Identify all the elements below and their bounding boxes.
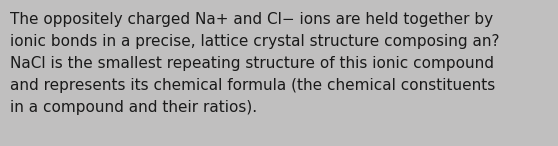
Text: ionic bonds in a precise, lattice crystal structure composing an?: ionic bonds in a precise, lattice crysta… [10, 34, 499, 49]
Text: The oppositely charged Na+ and Cl− ions are held together by: The oppositely charged Na+ and Cl− ions … [10, 12, 493, 27]
Text: NaCl is the smallest repeating structure of this ionic compound: NaCl is the smallest repeating structure… [10, 56, 494, 71]
Text: and represents its chemical formula (the chemical constituents: and represents its chemical formula (the… [10, 78, 496, 93]
Text: in a compound and their ratios).: in a compound and their ratios). [10, 100, 257, 115]
